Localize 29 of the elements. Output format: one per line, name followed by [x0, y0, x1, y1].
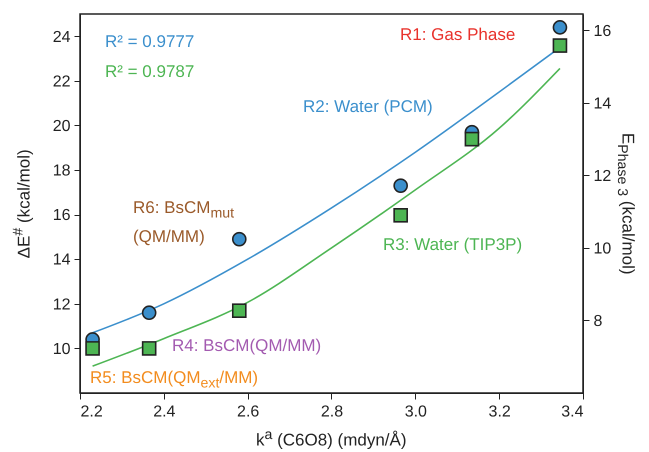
y-tick-label: 20 — [52, 118, 71, 135]
x-tick-label: 2.2 — [80, 404, 103, 420]
y2-tick-label: 14 — [594, 95, 612, 112]
annotation: R² = 0.9777 — [105, 31, 194, 53]
y-tick-label: 24 — [52, 28, 71, 46]
annotation: R1: Gas Phase — [400, 24, 516, 46]
y-tick-label: 14 — [52, 252, 71, 269]
annotation: R6: BsCM$_{mut}$ (QM/MM) — [133, 196, 234, 248]
x-tick-label: 3.2 — [488, 404, 511, 420]
annotation: R3: Water (TIP3P) — [383, 234, 522, 256]
y-tick-label: 12 — [52, 296, 71, 314]
y2-tick-label: 16 — [594, 22, 612, 40]
annotation: R5: BsCM(QM$_{ext}$/MM) — [90, 366, 258, 393]
y-tick-label: 22 — [52, 73, 71, 90]
y-tick-label: 16 — [52, 207, 71, 224]
x-tick-label: 2.4 — [153, 404, 176, 420]
y2-tick-label: 12 — [594, 168, 612, 185]
annotation: R4: BsCM(QM/MM) — [172, 335, 322, 357]
x-tick-label: 2.8 — [320, 404, 344, 420]
annotation: R² = 0.9787 — [105, 61, 194, 83]
x-tick-label: 3.0 — [404, 404, 428, 420]
annotation: R2: Water (PCM) — [303, 96, 433, 118]
y-tick-label: 10 — [52, 340, 71, 358]
y-tick-label: 18 — [52, 162, 71, 180]
x-tick-label: 2.6 — [237, 404, 260, 420]
y2-tick-label: 10 — [594, 240, 612, 258]
x-axis-title: k$^{a}$ (C6O8) (mdyn/Å) — [256, 427, 407, 451]
x-tick-label: 3.4 — [561, 404, 584, 420]
y2-tick-label: 8 — [594, 312, 602, 330]
